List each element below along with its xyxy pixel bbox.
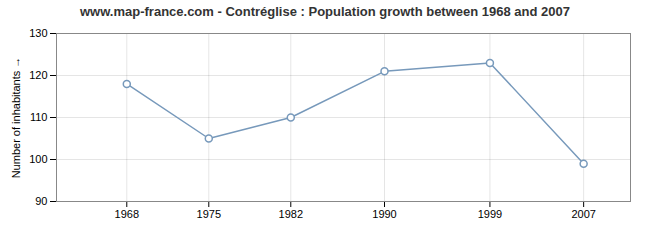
svg-text:100: 100	[29, 153, 47, 165]
svg-text:120: 120	[29, 69, 47, 81]
svg-text:110: 110	[30, 111, 48, 123]
svg-text:130: 130	[29, 27, 47, 39]
svg-text:1968: 1968	[115, 208, 139, 220]
html-text:www.map-france.com - Contrégli: www.map-france.com - Contréglise : Popul…	[80, 4, 570, 19]
svg-text:Number of inhabitants →: Number of inhabitants →	[10, 57, 22, 179]
svg-text:90: 90	[35, 195, 47, 207]
svg-text:1999: 1999	[478, 208, 502, 220]
svg-text:1982: 1982	[279, 208, 303, 220]
svg-text:1975: 1975	[197, 208, 221, 220]
svg-text:1990: 1990	[372, 208, 396, 220]
svg-text:2007: 2007	[571, 208, 595, 220]
